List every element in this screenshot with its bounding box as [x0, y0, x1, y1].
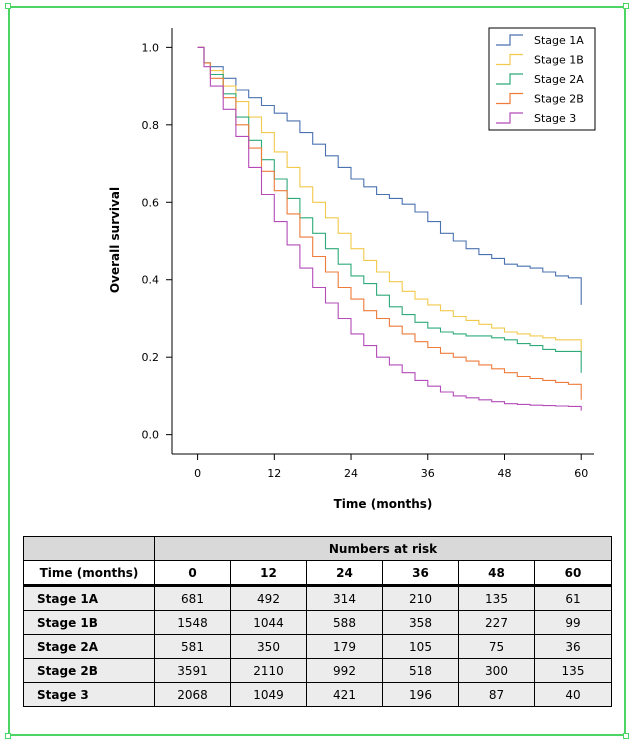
time-header-0: 0 — [154, 560, 231, 587]
legend-label: Stage 2A — [534, 73, 584, 86]
y-axis-label: Overall survival — [108, 187, 122, 293]
resize-handle-bottom-right[interactable] — [623, 733, 629, 739]
table-cell: 421 — [306, 682, 383, 707]
table-cell: 588 — [306, 610, 383, 635]
curve-stage-3 — [197, 46, 582, 411]
table-cell: 314 — [306, 585, 383, 611]
table-row: Stage 1A 681 492 314 210 135 61 — [23, 585, 613, 611]
time-header-60: 60 — [533, 560, 613, 587]
table-cell: 179 — [306, 634, 383, 659]
resize-handle-bottom-left[interactable] — [5, 733, 11, 739]
y-tick-label: 0.4 — [142, 274, 160, 287]
time-header-24: 24 — [306, 560, 383, 587]
table-cell: 135 — [533, 658, 613, 683]
survival-curves — [197, 46, 582, 411]
x-tick-label: 36 — [421, 467, 435, 480]
curve-stage-1a — [197, 46, 582, 305]
time-header-12: 12 — [230, 560, 307, 587]
y-tick-label: 0.2 — [142, 351, 160, 364]
legend-swatch — [496, 92, 523, 105]
curve-stage-2b — [197, 46, 582, 400]
table-cell: 210 — [382, 585, 459, 611]
numbers-at-risk-header: Numbers at risk — [153, 536, 613, 561]
table-corner-cell — [23, 536, 155, 561]
table-cell: 105 — [382, 634, 459, 659]
table-cell: 87 — [458, 682, 535, 707]
y-tick-label: 0.0 — [142, 429, 160, 442]
table-cell: 61 — [533, 585, 613, 611]
row-stage-label: Stage 1B — [23, 610, 155, 635]
table-row: Stage 3 2068 1049 421 196 87 40 — [23, 682, 613, 707]
table-cell: 300 — [458, 658, 535, 683]
curve-stage-1b — [197, 46, 582, 354]
table-cell: 1049 — [230, 682, 307, 707]
table-row: Stage 2B 3591 2110 992 518 300 135 — [23, 658, 613, 683]
time-column-header: Time (months) — [23, 560, 155, 587]
x-tick-label: 60 — [574, 467, 588, 480]
legend-swatch — [496, 112, 523, 124]
table-cell: 40 — [533, 682, 613, 707]
table-row: Stage 2A 581 350 179 105 75 36 — [23, 634, 613, 659]
y-tick-label: 1.0 — [142, 41, 160, 54]
x-tick-label: 24 — [344, 467, 358, 480]
table-cell: 36 — [533, 634, 613, 659]
resize-handle-top-right[interactable] — [623, 3, 629, 9]
table-row: Stage 1B 1548 1044 588 358 227 99 — [23, 610, 613, 635]
legend-swatch — [496, 53, 523, 66]
row-stage-label: Stage 1A — [23, 585, 155, 611]
selection-frame — [8, 6, 626, 736]
legend-swatch — [496, 34, 523, 46]
table-cell: 3591 — [154, 658, 231, 683]
table-cell: 518 — [382, 658, 459, 683]
legend-label: Stage 3 — [534, 112, 576, 125]
curve-stage-2a — [197, 46, 582, 373]
row-stage-label: Stage 2A — [23, 634, 155, 659]
time-header-36: 36 — [382, 560, 459, 587]
row-stage-label: Stage 2B — [23, 658, 155, 683]
x-axis-label: Time (months) — [334, 497, 433, 511]
table-cell: 2068 — [154, 682, 231, 707]
x-tick-label: 48 — [497, 467, 511, 480]
table-cell: 358 — [382, 610, 459, 635]
survival-chart: 0.00.20.40.60.81.00 12 24 36 48 60 Stage 1ASt… — [108, 27, 596, 511]
table-cell: 1044 — [230, 610, 307, 635]
numbers-at-risk-table: Numbers at risk Time (months) 0 12 24 36… — [23, 536, 613, 707]
table-cell: 992 — [306, 658, 383, 683]
row-stage-label: Stage 3 — [23, 682, 155, 707]
legend-label: Stage 1B — [534, 54, 584, 67]
legend-label: Stage 1A — [534, 34, 584, 47]
table-cell: 492 — [230, 585, 307, 611]
table-cell: 196 — [382, 682, 459, 707]
table-cell: 350 — [230, 634, 307, 659]
table-cell: 1548 — [154, 610, 231, 635]
x-tick-label: 0 — [194, 467, 201, 480]
time-header-48: 48 — [458, 560, 535, 587]
y-tick-label: 0.6 — [142, 196, 160, 209]
table-cell: 75 — [458, 634, 535, 659]
chart-legend: Stage 1A Stage 1B Stage 2A Stage 2B Stage 3 — [488, 27, 596, 131]
chart-axes: 0.0 0.2 0.4 0.6 0.8 1.0 0 12 24 36 48 60 — [142, 28, 594, 480]
y-tick-label: 0.8 — [142, 119, 160, 132]
legend-swatch — [496, 73, 523, 85]
x-tick-label: 12 — [267, 467, 281, 480]
table-cell: 2110 — [230, 658, 307, 683]
table-cell: 99 — [533, 610, 613, 635]
legend-label: Stage 2B — [534, 93, 584, 106]
resize-handle-top-left[interactable] — [5, 3, 11, 9]
table-cell: 581 — [154, 634, 231, 659]
table-cell: 135 — [458, 585, 535, 611]
table-cell: 227 — [458, 610, 535, 635]
table-cell: 681 — [154, 585, 231, 611]
